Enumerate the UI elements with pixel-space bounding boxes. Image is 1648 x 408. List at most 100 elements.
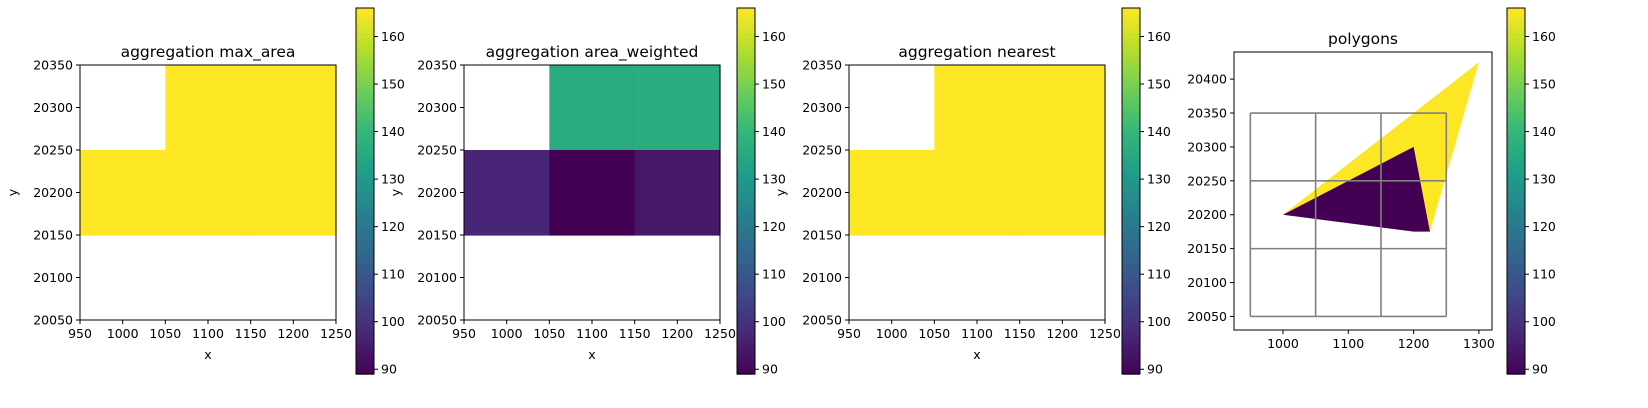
- colorbar-segment: [1507, 69, 1525, 76]
- colorbar-segment: [1122, 349, 1140, 357]
- colorbar-segment: [1507, 111, 1525, 119]
- colorbar-segment: [356, 197, 374, 204]
- colorbar-segment: [356, 270, 374, 278]
- colorbar-segment: [356, 215, 374, 223]
- colorbar-segment: [356, 160, 374, 168]
- colorbar-tick-label: 110: [381, 267, 405, 282]
- colorbar-segment: [737, 245, 755, 253]
- colorbar-segment: [1507, 319, 1525, 326]
- colorbar-segment: [1507, 191, 1525, 198]
- colorbar-segment: [356, 111, 374, 119]
- colorbar-segment: [1122, 191, 1140, 198]
- y-tick-label: 20250: [33, 143, 73, 158]
- colorbar-segment: [356, 154, 374, 162]
- y-tick-label: 20100: [1187, 275, 1227, 290]
- x-tick-label: 1200: [661, 326, 693, 341]
- colorbar-segment: [1122, 105, 1140, 113]
- colorbar-segment: [356, 349, 374, 357]
- colorbar-segment: [737, 75, 755, 82]
- x-tick-label: 1100: [192, 326, 224, 341]
- colorbar-segment: [356, 99, 374, 107]
- panel-2: 950 1000 1050 1100 1150 1200 1250 20050 20100 201…: [388, 7, 786, 377]
- x-tick-label: 1250: [704, 326, 736, 341]
- colorbar-segment: [1507, 349, 1525, 357]
- colorbar-segment: [356, 87, 374, 95]
- colorbar-segment: [1507, 20, 1525, 27]
- colorbar-frame: [355, 7, 375, 375]
- colorbar-segment: [737, 172, 755, 180]
- colorbar-segment: [1122, 136, 1140, 143]
- y-tick-label: 20350: [802, 58, 842, 73]
- colorbar-segment: [1122, 221, 1140, 229]
- colorbar-segment: [1507, 276, 1525, 284]
- colorbar-segment: [1507, 154, 1525, 162]
- colorbar-segment: [1507, 209, 1525, 217]
- colorbar-segment: [1122, 117, 1140, 125]
- y-tick-label: 20050: [33, 313, 73, 328]
- colorbar-segment: [356, 203, 374, 210]
- colorbar-segment: [1507, 355, 1525, 363]
- colorbar-segment: [737, 142, 755, 149]
- y-tick-label: 20100: [802, 270, 842, 285]
- colorbar-segment: [356, 209, 374, 217]
- colorbar-segment: [1122, 56, 1140, 64]
- colorbar-tick-label: 90: [381, 362, 397, 377]
- colorbar-segment: [1507, 44, 1525, 52]
- colorbar-segment: [1507, 258, 1525, 265]
- y-tick-label: 20150: [33, 228, 73, 243]
- colorbar-segment: [1507, 331, 1525, 339]
- colorbar-segment: [737, 215, 755, 223]
- heatmap-cell: [934, 150, 1021, 236]
- y-tick-label: 20150: [1187, 241, 1227, 256]
- colorbar-segment: [356, 178, 374, 186]
- colorbar-segment: [737, 343, 755, 351]
- colorbar-segment: [1122, 203, 1140, 210]
- colorbar-segment: [356, 306, 374, 314]
- colorbar-frame: [736, 7, 756, 375]
- colorbar-segment: [356, 130, 374, 137]
- colorbar-segment: [1507, 62, 1525, 70]
- colorbar-segment: [737, 87, 755, 95]
- y-tick-label: 20150: [802, 228, 842, 243]
- y-tick-label: 20200: [417, 185, 457, 200]
- colorbar-segment: [1507, 26, 1525, 34]
- y-tick-label: 20050: [417, 313, 457, 328]
- colorbar-tick-label: 130: [762, 172, 786, 187]
- colorbar-segment: [356, 355, 374, 363]
- colorbar-segment: [737, 331, 755, 339]
- colorbar-segment: [1122, 154, 1140, 162]
- colorbar-tick-label: 90: [1532, 362, 1548, 377]
- chart-title: aggregation area_weighted: [486, 43, 699, 62]
- colorbar-segment: [1122, 343, 1140, 351]
- panel-3: 950 1000 1050 1100 1150 1200 1250 20050 20100 201…: [773, 7, 1171, 377]
- colorbar-segment: [737, 38, 755, 46]
- colorbar-segment: [737, 276, 755, 284]
- y-tick-label: 20200: [802, 185, 842, 200]
- colorbar-segment: [1507, 325, 1525, 332]
- colorbar-segment: [356, 258, 374, 265]
- colorbar-segment: [356, 69, 374, 76]
- colorbar-segment: [1122, 81, 1140, 88]
- colorbar-segment: [356, 50, 374, 58]
- colorbar-segment: [1507, 239, 1525, 247]
- colorbar-tick-label: 140: [762, 124, 786, 139]
- x-tick-label: 1100: [1332, 336, 1364, 351]
- colorbar-segment: [737, 270, 755, 278]
- colorbar-segment: [1122, 215, 1140, 223]
- colorbar-segment: [737, 227, 755, 235]
- x-tick-label: 1050: [533, 326, 565, 341]
- colorbar-segment: [1122, 111, 1140, 119]
- colorbar-segment: [1507, 142, 1525, 149]
- y-tick-label: 20250: [1187, 173, 1227, 188]
- heatmap-cell: [80, 150, 166, 236]
- colorbar-segment: [1122, 313, 1140, 320]
- colorbar-segment: [737, 349, 755, 357]
- colorbar-segment: [356, 361, 374, 369]
- colorbar-segment: [1507, 166, 1525, 174]
- colorbar-segment: [1507, 117, 1525, 125]
- colorbar-segment: [1507, 215, 1525, 223]
- colorbar-segment: [737, 130, 755, 137]
- colorbar-tick-label: 110: [1532, 267, 1556, 282]
- colorbar-segment: [1122, 160, 1140, 168]
- x-axis-label: x: [588, 347, 595, 362]
